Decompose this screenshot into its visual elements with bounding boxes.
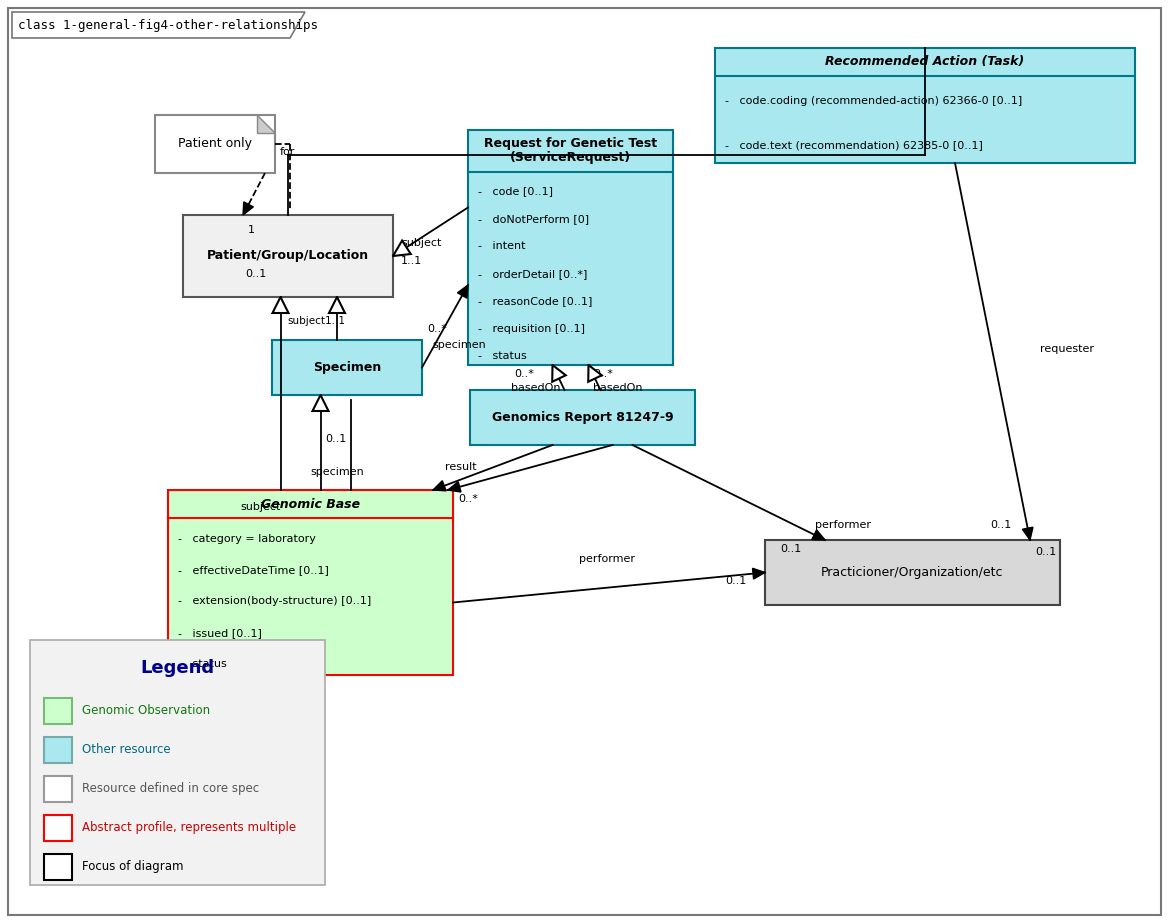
Bar bbox=[44, 737, 72, 762]
Polygon shape bbox=[328, 297, 345, 313]
Bar bbox=[168, 490, 454, 675]
Bar bbox=[470, 390, 696, 445]
Text: specimen: specimen bbox=[433, 340, 486, 350]
Text: performer: performer bbox=[815, 520, 871, 530]
Text: 0..1: 0..1 bbox=[725, 577, 746, 586]
Bar bbox=[765, 540, 1060, 605]
Text: Patient only: Patient only bbox=[178, 138, 253, 150]
Text: Abstract profile, represents multiple: Abstract profile, represents multiple bbox=[82, 821, 296, 834]
Polygon shape bbox=[433, 481, 447, 491]
Text: subject: subject bbox=[401, 238, 442, 248]
Text: 0..*: 0..* bbox=[594, 369, 614, 379]
Text: -   intent: - intent bbox=[478, 241, 526, 251]
Text: 0..1: 0..1 bbox=[780, 544, 801, 554]
Text: result: result bbox=[445, 462, 477, 472]
Text: -   status: - status bbox=[478, 352, 527, 362]
Text: -   code [0..1]: - code [0..1] bbox=[478, 186, 553, 196]
Text: subject1..1: subject1..1 bbox=[288, 316, 345, 326]
Text: specimen: specimen bbox=[311, 467, 365, 477]
Text: basedOn: basedOn bbox=[594, 383, 643, 393]
Text: 0..1: 0..1 bbox=[325, 435, 347, 445]
Text: requester: requester bbox=[1040, 343, 1094, 354]
Polygon shape bbox=[393, 241, 410, 256]
Text: -   code.coding (recommended-action) 62366-0 [0..1]: - code.coding (recommended-action) 62366… bbox=[725, 96, 1022, 106]
Text: 0..1: 0..1 bbox=[245, 269, 267, 279]
Bar bbox=[155, 115, 275, 173]
Text: 0..*: 0..* bbox=[514, 369, 534, 379]
Text: subject: subject bbox=[241, 502, 281, 512]
Polygon shape bbox=[588, 365, 602, 382]
Polygon shape bbox=[811, 530, 825, 540]
Text: -   orderDetail [0..*]: - orderDetail [0..*] bbox=[478, 269, 587, 279]
Text: for: for bbox=[281, 147, 296, 157]
Text: -   category = laboratory: - category = laboratory bbox=[178, 533, 316, 544]
Bar bbox=[715, 48, 1135, 163]
Text: Legend: Legend bbox=[140, 659, 215, 677]
Bar bbox=[44, 775, 72, 801]
Text: -   extension(body-structure) [0..1]: - extension(body-structure) [0..1] bbox=[178, 596, 372, 606]
Text: 0..*: 0..* bbox=[458, 494, 478, 504]
Text: -   requisition [0..1]: - requisition [0..1] bbox=[478, 324, 584, 334]
Bar bbox=[468, 130, 673, 365]
Polygon shape bbox=[753, 569, 765, 579]
Polygon shape bbox=[457, 285, 468, 298]
Text: Focus of diagram: Focus of diagram bbox=[82, 860, 184, 873]
Text: 0..*: 0..* bbox=[427, 324, 447, 334]
Text: Other resource: Other resource bbox=[82, 743, 171, 756]
Text: Genomics Report 81247-9: Genomics Report 81247-9 bbox=[492, 411, 673, 424]
Bar bbox=[272, 340, 422, 395]
Polygon shape bbox=[257, 115, 275, 133]
Polygon shape bbox=[12, 12, 305, 38]
Text: Recommended Action (Task): Recommended Action (Task) bbox=[825, 55, 1024, 68]
Bar bbox=[44, 698, 72, 724]
Polygon shape bbox=[1023, 527, 1033, 540]
Text: Patient/Group/Location: Patient/Group/Location bbox=[207, 249, 369, 262]
Text: Request for Genetic Test: Request for Genetic Test bbox=[484, 138, 657, 150]
Text: 1..1: 1..1 bbox=[401, 256, 422, 266]
Polygon shape bbox=[272, 297, 289, 313]
Text: 0..1: 0..1 bbox=[990, 520, 1011, 530]
Polygon shape bbox=[448, 482, 461, 492]
Text: -   effectiveDateTime [0..1]: - effectiveDateTime [0..1] bbox=[178, 565, 328, 575]
Text: performer: performer bbox=[579, 555, 635, 565]
Text: 0..1: 0..1 bbox=[1035, 547, 1057, 557]
Text: 1: 1 bbox=[248, 225, 255, 235]
Text: Genomic Observation: Genomic Observation bbox=[82, 704, 210, 717]
Bar bbox=[44, 815, 72, 841]
Bar bbox=[184, 215, 393, 297]
Text: -   reasonCode [0..1]: - reasonCode [0..1] bbox=[478, 296, 593, 306]
Text: -   doNotPerform [0]: - doNotPerform [0] bbox=[478, 213, 589, 223]
Text: basedOn: basedOn bbox=[511, 383, 560, 393]
Text: -   code.text (recommendation) 62385-0 [0..1]: - code.text (recommendation) 62385-0 [0.… bbox=[725, 140, 983, 150]
Bar bbox=[30, 640, 325, 885]
Text: (ServiceRequest): (ServiceRequest) bbox=[510, 151, 631, 164]
Text: -   status: - status bbox=[178, 659, 227, 669]
Text: -   issued [0..1]: - issued [0..1] bbox=[178, 628, 262, 638]
Text: Resource defined in core spec: Resource defined in core spec bbox=[82, 782, 260, 795]
Polygon shape bbox=[312, 395, 328, 411]
Polygon shape bbox=[243, 202, 254, 215]
Text: Specimen: Specimen bbox=[313, 361, 381, 374]
Text: Genomic Base: Genomic Base bbox=[261, 497, 360, 510]
Polygon shape bbox=[552, 365, 566, 382]
Text: Practicioner/Organization/etc: Practicioner/Organization/etc bbox=[822, 566, 1004, 579]
Text: class 1-general-fig4-other-relationships: class 1-general-fig4-other-relationships bbox=[18, 19, 318, 32]
Bar bbox=[44, 854, 72, 880]
